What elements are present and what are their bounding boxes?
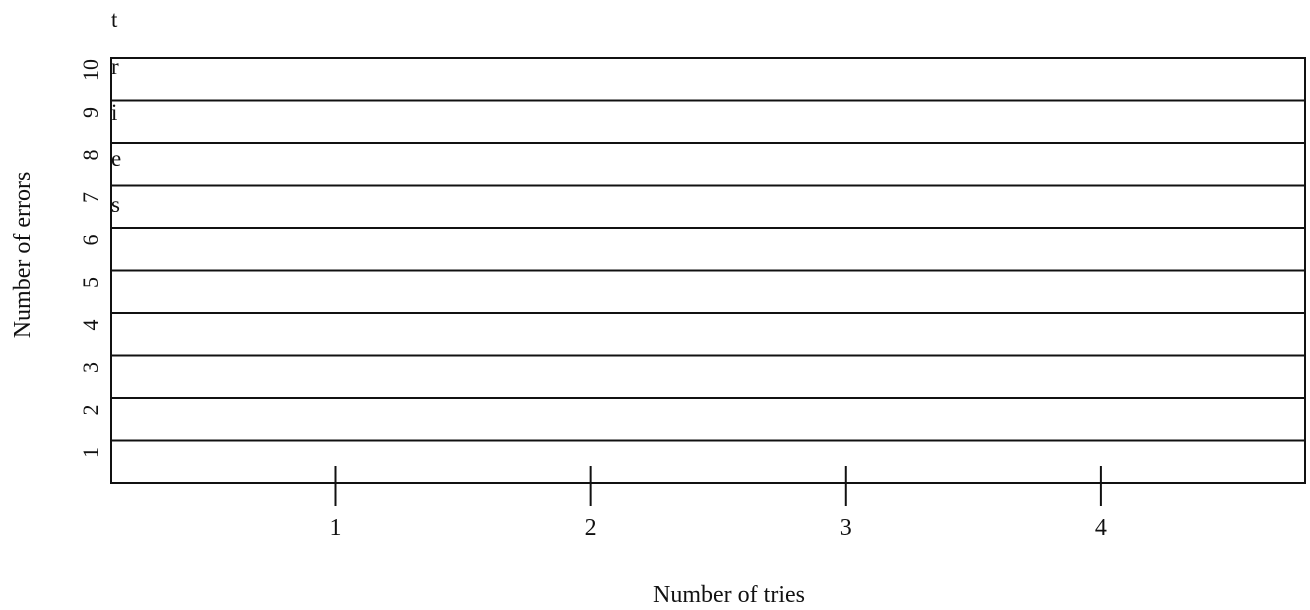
y-axis-title: Number of errors	[10, 172, 36, 339]
y-tick-label-2: 2	[78, 405, 103, 416]
y-tick-label-3: 3	[78, 362, 103, 373]
x-tick-label-3: 3	[840, 515, 852, 541]
stray-letter-s: s	[111, 192, 120, 217]
x-axis-title: Number of tries	[653, 582, 805, 608]
y-tick-label-4: 4	[78, 320, 103, 331]
y-tick-label-1: 1	[78, 447, 103, 458]
y-tick-label-9: 9	[78, 107, 103, 118]
y-tick-label-5: 5	[78, 277, 103, 288]
x-tick-label-2: 2	[585, 515, 597, 541]
x-tick-label-1: 1	[330, 515, 342, 541]
stray-letters: tries	[111, 7, 121, 217]
x-tick-labels: 1 2 3 4	[330, 515, 1107, 541]
stray-letter-r: r	[111, 54, 119, 79]
y-tick-label-10: 10	[78, 59, 103, 81]
y-tick-label-6: 6	[78, 235, 103, 246]
plot-frame	[110, 57, 1306, 484]
x-tick-label-4: 4	[1095, 515, 1107, 541]
y-tick-label-8: 8	[78, 150, 103, 161]
stray-letter-t: t	[111, 7, 118, 32]
y-tick-labels: 1 2 3 4 5 6 7 8 9 10	[78, 59, 103, 458]
y-tick-label-7: 7	[78, 192, 103, 203]
stray-letter-i: i	[111, 100, 117, 125]
x-ticks	[334, 466, 1102, 506]
stray-letter-e: e	[111, 146, 121, 171]
gridlines	[111, 57, 1305, 442]
